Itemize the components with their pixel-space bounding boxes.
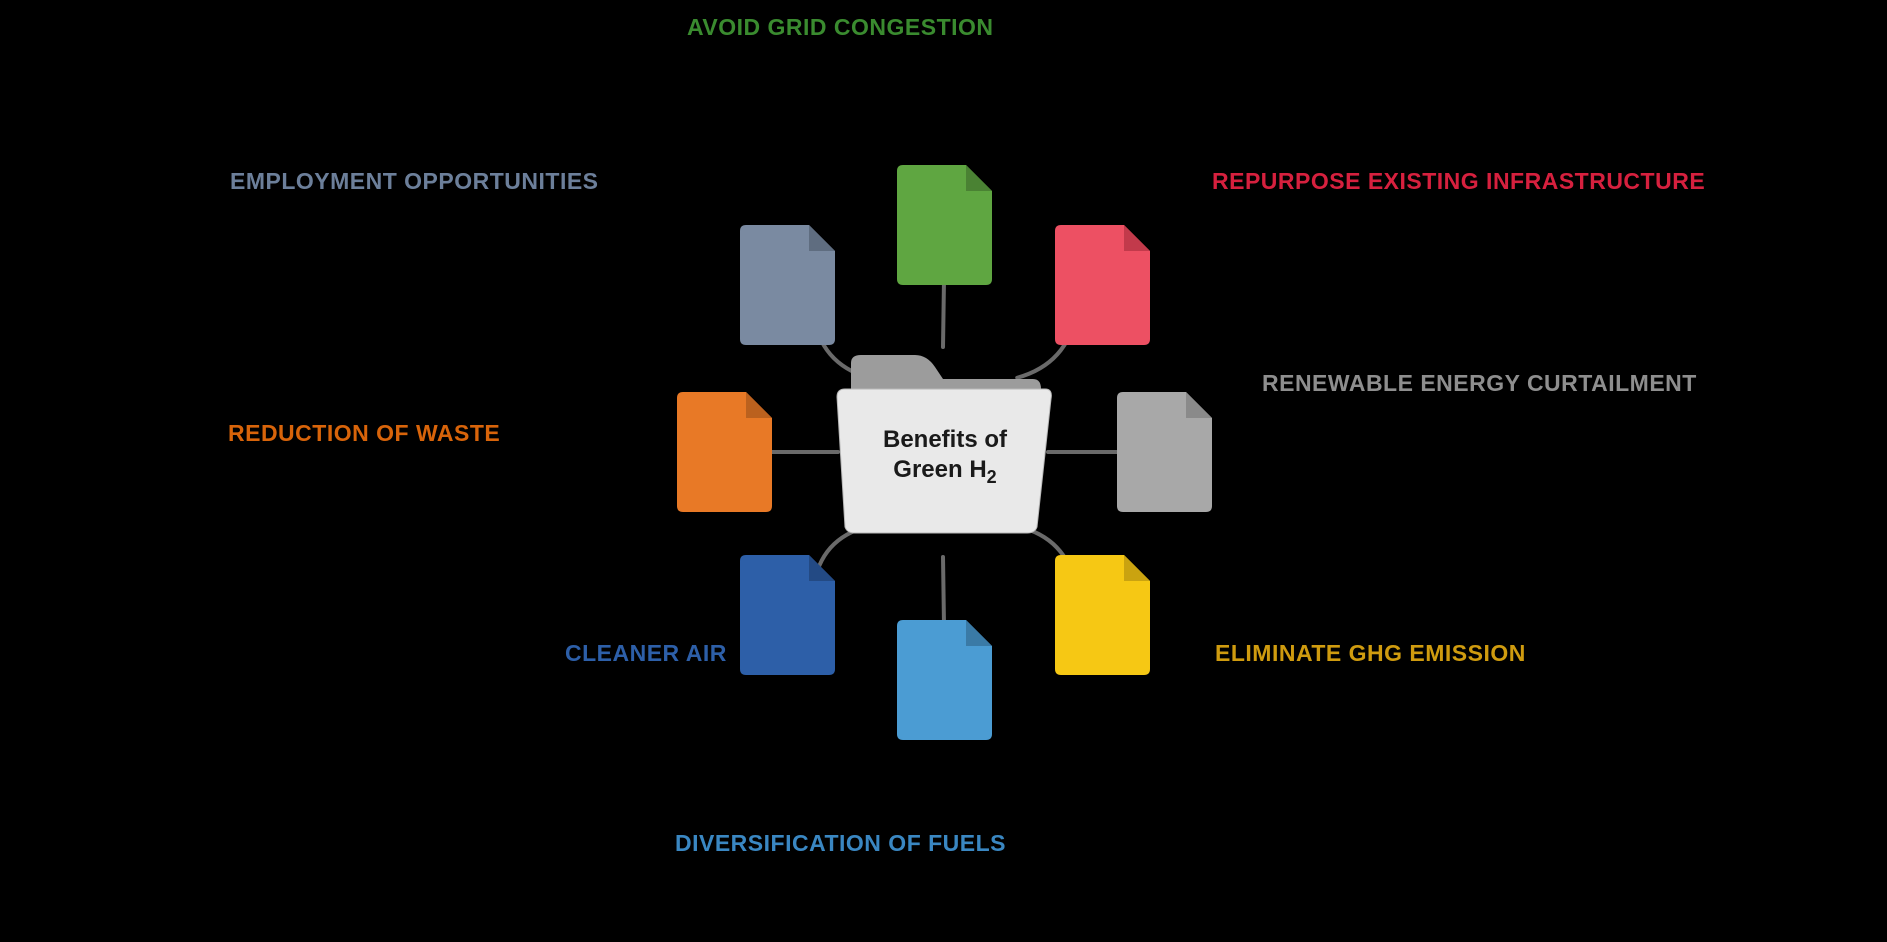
doc-icon-curtailment [1117,392,1212,512]
doc-icon-repurpose [1055,225,1150,345]
label-waste: REDUCTION OF WASTE [228,420,500,447]
label-grid: AVOID GRID CONGESTION [687,14,994,41]
doc-fold-repurpose [1124,225,1150,251]
doc-icon-diversification [897,620,992,740]
label-curtailment: RENEWABLE ENERGY CURTAILMENT [1262,370,1697,397]
doc-icon-grid [897,165,992,285]
label-ghg: ELIMINATE GHG EMISSION [1215,640,1526,667]
label-diversification: DIVERSIFICATION OF FUELS [675,830,1006,857]
doc-icon-waste [677,392,772,512]
doc-icon-cleaner [740,555,835,675]
doc-icon-employment [740,225,835,345]
doc-fold-diversification [966,620,992,646]
label-cleaner: CLEANER AIR [565,640,727,667]
center-line1: Benefits of [883,426,1007,453]
doc-fold-grid [966,165,992,191]
doc-fold-curtailment [1186,392,1212,418]
doc-fold-ghg [1124,555,1150,581]
label-repurpose: REPURPOSE EXISTING INFRASTRUCTURE [1212,168,1705,195]
doc-fold-waste [746,392,772,418]
doc-icon-ghg [1055,555,1150,675]
center-label: Benefits of Green H2 [855,425,1035,488]
center-line2-pre: Green H [893,456,986,483]
doc-fold-employment [809,225,835,251]
label-employment: EMPLOYMENT OPPORTUNITIES [230,168,599,195]
center-line2-sub: 2 [987,467,997,487]
